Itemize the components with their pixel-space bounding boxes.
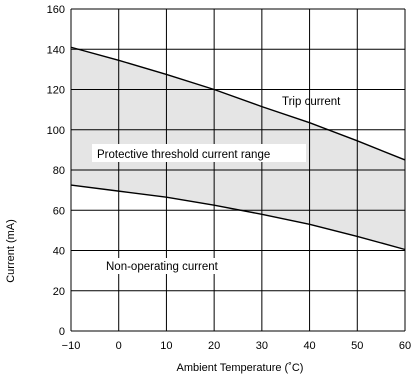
- tick-labels: −10 0 10 20 30 40 50 60 0 20 40 60 80 100 120 140 160: [47, 4, 411, 352]
- x-tick-label: −10: [62, 340, 81, 352]
- x-tick-label: 50: [351, 340, 363, 352]
- y-tick-label: 20: [53, 286, 65, 298]
- y-tick-label: 120: [47, 85, 65, 97]
- y-tick-label: 40: [53, 246, 65, 258]
- y-tick-label: 60: [53, 205, 65, 217]
- y-tick-label: 160: [47, 4, 65, 16]
- range-label-background: [92, 144, 306, 162]
- series-lines: [70, 46, 406, 251]
- y-tick-label: 140: [47, 44, 65, 56]
- trip-current-label: Trip current: [282, 96, 341, 108]
- x-tick-label: 0: [116, 340, 122, 352]
- x-tick-label: 20: [208, 340, 220, 352]
- nonop-label-background: [101, 258, 241, 274]
- x-axis-title: Ambient Temperature (˚C): [177, 362, 304, 374]
- x-tick-label: 60: [399, 340, 411, 352]
- y-tick-label: 100: [47, 125, 65, 137]
- y-tick-label: 0: [59, 326, 65, 338]
- non-operating-current-line: [70, 184, 406, 251]
- y-tick-label: 80: [53, 165, 65, 177]
- x-tick-label: 10: [160, 340, 172, 352]
- x-tick-label: 30: [256, 340, 268, 352]
- x-tick-label: 40: [303, 340, 315, 352]
- threshold-range-label: Protective threshold current range: [97, 149, 270, 161]
- non-operating-current-label: Non-operating current: [106, 261, 219, 273]
- grid: [70, 8, 406, 332]
- trip-current-line: [70, 46, 406, 161]
- y-axis-title: Current (mA): [5, 219, 17, 283]
